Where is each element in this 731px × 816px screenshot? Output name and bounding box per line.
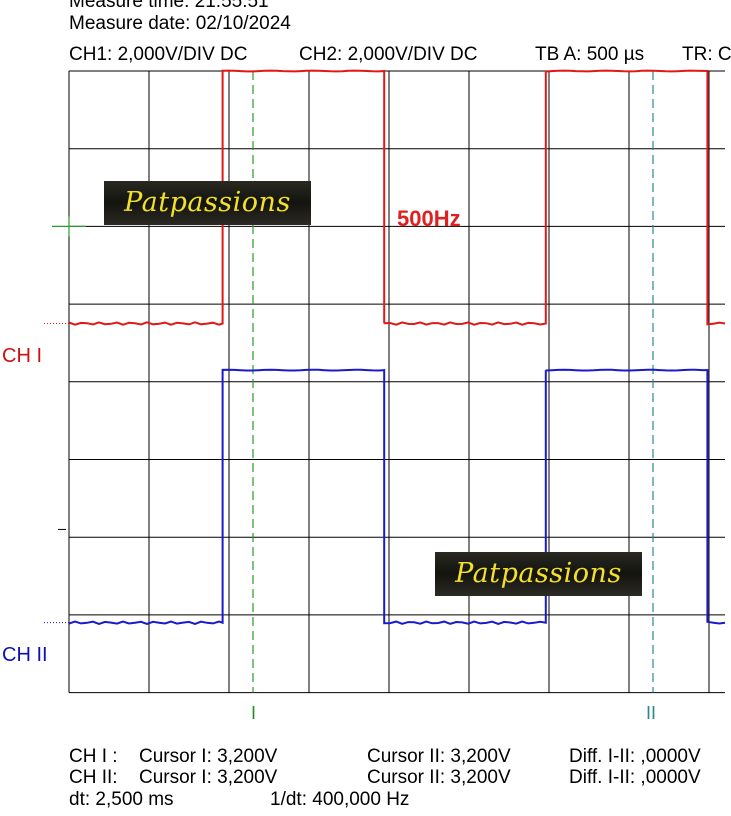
trace-ch2	[68, 368, 726, 625]
scope-grid	[68, 70, 725, 694]
ch2-label: CH II	[2, 644, 48, 666]
footer-row1-cursor1: Cursor I: 3,200V	[139, 746, 278, 767]
footer-dt: dt: 2,500 ms	[69, 789, 174, 810]
footer-row1-diff: Diff. I-II: ,0000V	[569, 746, 701, 767]
footer-row1-cursor2: Cursor II: 3,200V	[367, 746, 511, 767]
footer-row2-ch: CH II:	[69, 767, 118, 788]
trigger-setting: TR: C	[682, 44, 731, 65]
footer-row1-ch: CH I :	[69, 746, 118, 767]
ch2-setting: CH2: 2,000V/DIV DC	[299, 44, 478, 65]
measure-time: Measure time: 21:55:51	[69, 0, 269, 12]
footer-row2-diff: Diff. I-II: ,0000V	[569, 767, 701, 788]
watermark-logo: Patpassions	[104, 181, 311, 225]
timebase-setting: TB A: 500 µs	[535, 44, 645, 65]
measure-date: Measure date: 02/10/2024	[69, 13, 291, 34]
watermark-logo: Patpassions	[435, 552, 642, 596]
footer-inv-dt: 1/dt: 400,000 Hz	[270, 789, 410, 810]
cursor-lines	[252, 71, 654, 693]
footer-row2-cursor2: Cursor II: 3,200V	[367, 767, 511, 788]
level-markers	[44, 216, 86, 624]
cursor1-label: I	[251, 703, 257, 723]
trace-ch1	[68, 69, 726, 326]
waveform-traces	[68, 69, 726, 625]
ch1-label: CH I	[2, 345, 42, 367]
footer-row2-cursor1: Cursor I: 3,200V	[139, 767, 278, 788]
ch1-setting: CH1: 2,000V/DIV DC	[69, 44, 248, 65]
frequency-annotation: 500Hz	[397, 206, 461, 231]
cursor2-label: II	[646, 703, 657, 723]
